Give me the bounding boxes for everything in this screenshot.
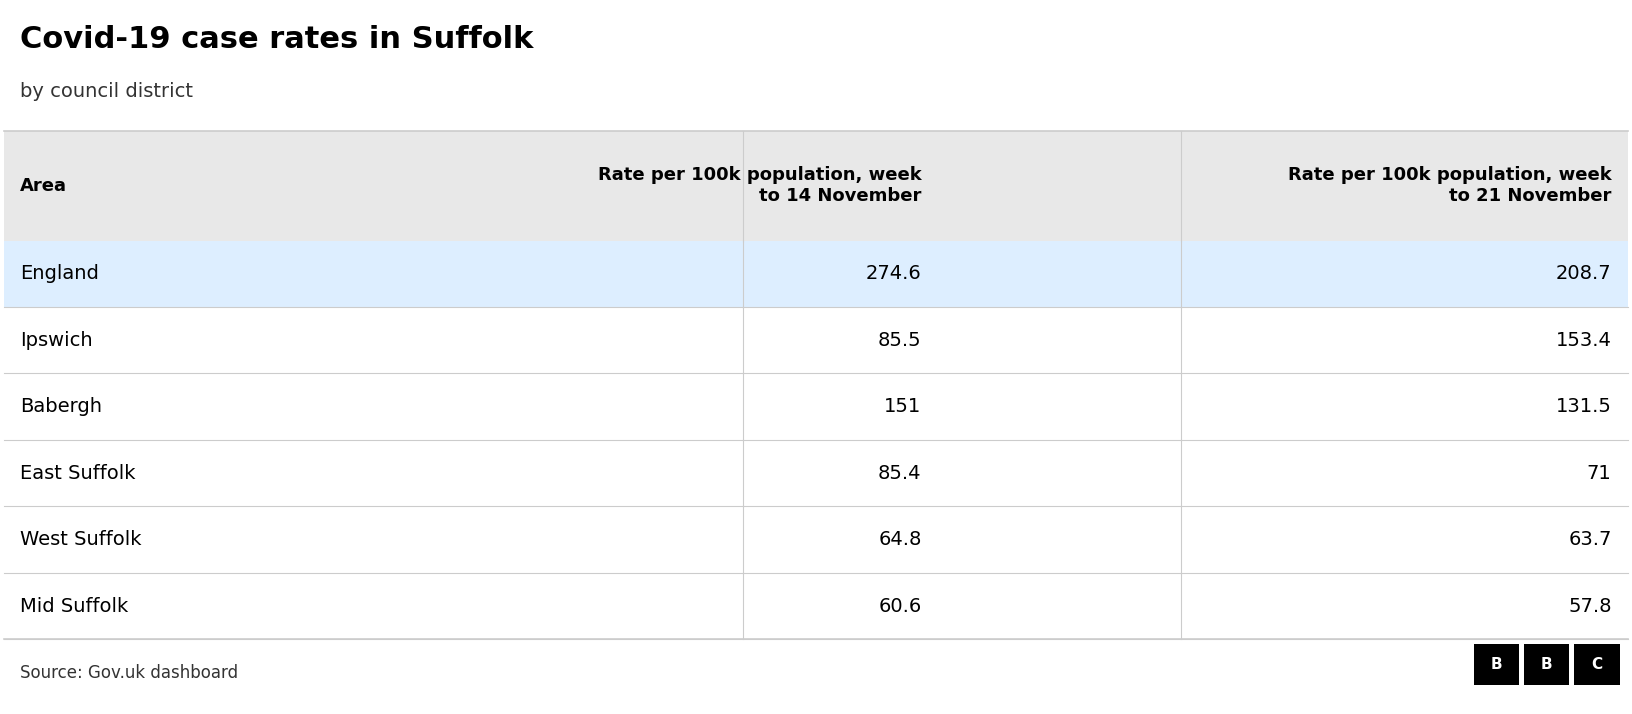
Text: 153.4: 153.4 (1555, 331, 1611, 350)
Text: 57.8: 57.8 (1568, 596, 1611, 615)
FancyBboxPatch shape (5, 307, 1627, 373)
Text: Covid-19 case rates in Suffolk: Covid-19 case rates in Suffolk (21, 25, 534, 54)
Text: Mid Suffolk: Mid Suffolk (21, 596, 129, 615)
Text: Babergh: Babergh (21, 397, 103, 416)
Text: by council district: by council district (21, 82, 194, 101)
Text: 85.4: 85.4 (878, 463, 922, 483)
Text: 60.6: 60.6 (878, 596, 922, 615)
Text: England: England (21, 264, 100, 283)
Text: B: B (1541, 657, 1552, 672)
FancyBboxPatch shape (1575, 644, 1619, 685)
FancyBboxPatch shape (5, 241, 1627, 307)
FancyBboxPatch shape (1474, 644, 1519, 685)
Text: 274.6: 274.6 (867, 264, 922, 283)
Text: Ipswich: Ipswich (21, 331, 93, 350)
Text: East Suffolk: East Suffolk (21, 463, 135, 483)
Text: 63.7: 63.7 (1568, 530, 1611, 549)
Text: 151: 151 (885, 397, 922, 416)
Text: 64.8: 64.8 (878, 530, 922, 549)
Text: Rate per 100k population, week
to 21 November: Rate per 100k population, week to 21 Nov… (1288, 166, 1611, 206)
FancyBboxPatch shape (5, 131, 1627, 241)
Text: 71: 71 (1586, 463, 1611, 483)
Text: B: B (1490, 657, 1501, 672)
Text: 85.5: 85.5 (878, 331, 922, 350)
Text: 131.5: 131.5 (1555, 397, 1611, 416)
Text: Area: Area (21, 177, 67, 195)
FancyBboxPatch shape (5, 506, 1627, 573)
Text: 208.7: 208.7 (1555, 264, 1611, 283)
FancyBboxPatch shape (1524, 644, 1570, 685)
Text: Rate per 100k population, week
to 14 November: Rate per 100k population, week to 14 Nov… (597, 166, 922, 206)
Text: Source: Gov.uk dashboard: Source: Gov.uk dashboard (21, 663, 238, 682)
FancyBboxPatch shape (5, 573, 1627, 639)
Text: West Suffolk: West Suffolk (21, 530, 142, 549)
FancyBboxPatch shape (5, 373, 1627, 440)
FancyBboxPatch shape (5, 440, 1627, 506)
Text: C: C (1591, 657, 1603, 672)
